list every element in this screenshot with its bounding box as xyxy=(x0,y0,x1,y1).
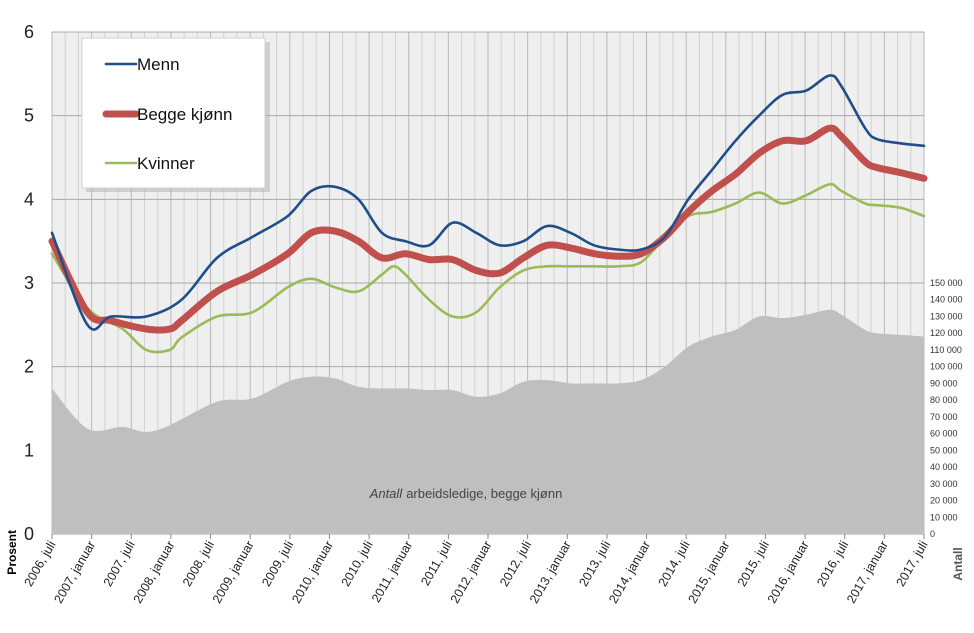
series-line-begge-kj-nn xyxy=(48,124,928,334)
y2-tick-label: 100 000 xyxy=(930,362,963,372)
y-tick-label: 2 xyxy=(24,357,34,377)
y2-tick-label: 140 000 xyxy=(930,295,963,305)
x-tick-label: 2016, januar xyxy=(765,539,812,606)
legend-items: Menn Begge kjønn Kvinner xyxy=(102,55,232,173)
y2-tick-label: 0 xyxy=(930,529,935,539)
y2-tick-label: 130 000 xyxy=(930,311,963,321)
x-tick-label: 2017, januar xyxy=(844,539,891,606)
legend-label: Begge kjønn xyxy=(137,105,232,124)
area-antall-arbeidsledige xyxy=(52,309,924,534)
legend-label: Kvinner xyxy=(137,154,195,173)
y2-tick-label: 60 000 xyxy=(930,429,958,439)
y2-axis-title: Antall xyxy=(951,547,965,580)
y2-tick-label: 120 000 xyxy=(930,328,963,338)
x-tick-label: 2015, juli xyxy=(735,539,772,589)
y-tick-label: 0 xyxy=(24,524,34,544)
y-axis-title: Prosent xyxy=(5,530,19,575)
x-tick-label: 2011, januar xyxy=(369,539,415,605)
y-axis-left: 0 1 2 3 4 5 6 xyxy=(24,22,34,544)
y2-tick-label: 30 000 xyxy=(930,479,958,489)
y2-tick-label: 110 000 xyxy=(930,345,962,355)
x-tick-label: 2006, juli xyxy=(21,539,58,589)
legend: Menn Begge kjønn Kvinner xyxy=(81,37,270,192)
y-tick-label: 5 xyxy=(24,106,34,126)
x-tick-label: 2014, januar xyxy=(606,539,653,606)
series-layer xyxy=(48,74,928,354)
y-tick-label: 6 xyxy=(24,22,34,42)
x-tick-label: 2016, juli xyxy=(814,539,851,589)
series-line-kvinner xyxy=(50,182,926,354)
x-tick-label: 2009, juli xyxy=(259,539,296,589)
y2-tick-label: 80 000 xyxy=(930,395,958,405)
y2-tick-label: 150 000 xyxy=(930,278,963,288)
x-tick-label: 2009, januar xyxy=(210,539,257,606)
y2-tick-label: 10 000 xyxy=(930,512,958,522)
area-label: Antall arbeidsledige, begge kjønn xyxy=(369,486,563,501)
legend-label: Menn xyxy=(137,55,180,74)
series-line-menn xyxy=(50,74,926,331)
x-tick-label: 2008, juli xyxy=(180,539,217,589)
x-tick-label: 2007, juli xyxy=(101,539,138,589)
x-tick-label: 2014, juli xyxy=(656,539,693,589)
x-tick-label: 2012, januar xyxy=(448,539,495,606)
y2-tick-label: 90 000 xyxy=(930,378,958,388)
y2-tick-label: 50 000 xyxy=(930,445,958,455)
x-tick-label: 2012, juli xyxy=(497,539,534,589)
x-tick-label: 2010, juli xyxy=(339,539,376,589)
x-tick-label: 2008, januar xyxy=(131,539,178,606)
x-tick-label: 2007, januar xyxy=(51,539,98,606)
area-label-italic: Antall xyxy=(369,486,404,501)
y-axis-right: 0 10 000 20 000 30 000 40 000 50 000 60 000 70 … xyxy=(930,278,963,539)
area-label-rest: arbeidsledige, begge kjønn xyxy=(406,486,562,501)
x-tick-label: 2010, januar xyxy=(289,539,336,606)
x-tick-label: 2013, juli xyxy=(576,539,613,589)
x-tick-label: 2011, juli xyxy=(418,539,455,589)
y-tick-label: 3 xyxy=(24,273,34,293)
y2-tick-label: 40 000 xyxy=(930,462,958,472)
y-tick-label: 1 xyxy=(24,440,34,460)
y2-tick-label: 20 000 xyxy=(930,496,958,506)
x-tick-label: 2017, juli xyxy=(893,539,930,589)
x-tick-label: 2013, januar xyxy=(527,539,574,606)
y2-tick-label: 70 000 xyxy=(930,412,958,422)
x-tick-label: 2015, januar xyxy=(686,539,733,606)
y-tick-label: 4 xyxy=(24,189,34,209)
